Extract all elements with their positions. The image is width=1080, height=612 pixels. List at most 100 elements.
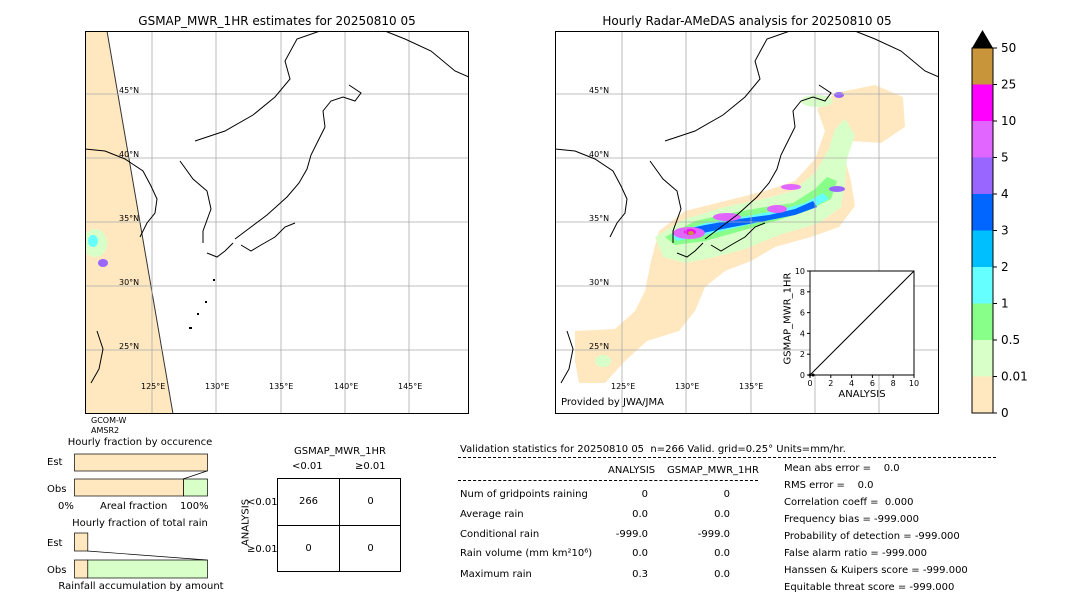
total-rain-est-label: Est bbox=[47, 538, 63, 549]
scatter-x-tick-label: 2 bbox=[828, 379, 833, 388]
occurrence-tick-left: 0% bbox=[58, 501, 74, 512]
colorbar-extend-arrow bbox=[972, 30, 993, 48]
left-map-title: GSMAP_MWR_1HR estimates for 20250810 05 bbox=[138, 14, 416, 28]
scatter-point bbox=[811, 373, 815, 377]
validation-col-gsmap: GSMAP_MWR_1HR bbox=[667, 465, 759, 476]
colorbar-tick-label: 0.01 bbox=[1001, 370, 1028, 384]
validation-row-analysis: 0.0 bbox=[632, 548, 648, 559]
scatter-x-tick-label: 10 bbox=[909, 379, 919, 388]
satellite-label: GCOM-W bbox=[91, 416, 127, 425]
right-lat-45: 45°N bbox=[589, 86, 610, 95]
colorbar-tick-label: 4 bbox=[1001, 187, 1009, 201]
validation-col-divider bbox=[458, 480, 758, 481]
contingency-cell: 0 bbox=[305, 543, 312, 554]
scatter-y-tick-label: 8 bbox=[800, 288, 805, 297]
colorbar-segment bbox=[972, 121, 993, 158]
left-lon-145: 145°E bbox=[398, 382, 423, 391]
rain-patch bbox=[98, 259, 108, 267]
colorbar: 50 25 10 5 4 3 2 1 0.5 0.01 0 bbox=[971, 30, 1028, 418]
rain-core bbox=[767, 205, 787, 213]
validation-row-label: Conditional rain bbox=[460, 529, 540, 540]
scatter-y-tick-label: 6 bbox=[800, 309, 805, 318]
occurrence-obs-rain-bar bbox=[183, 478, 208, 497]
colorbar-tick-label: 3 bbox=[1001, 224, 1009, 238]
left-lon-125: 125°E bbox=[141, 382, 166, 391]
swath-coverage bbox=[85, 31, 173, 414]
total-rain-connector bbox=[87, 550, 208, 561]
scatter-ylabel: GSMAP_MWR_1HR bbox=[782, 272, 794, 365]
scatter-y-tick-label: 0 bbox=[800, 371, 805, 380]
rain-core bbox=[781, 184, 801, 190]
rain-core bbox=[829, 186, 845, 192]
total-rain-obs-rest-bar bbox=[87, 559, 208, 579]
sensor-label: AMSR2 bbox=[91, 426, 120, 435]
right-lat-30: 30°N bbox=[589, 278, 610, 287]
scatter-x-tick-label: 6 bbox=[870, 379, 875, 388]
score-freq-bias: Frequency bias = -999.000 bbox=[784, 514, 919, 525]
left-lat-45: 45°N bbox=[119, 86, 140, 95]
left-lon-135: 135°E bbox=[269, 382, 294, 391]
occurrence-tick-right: 100% bbox=[180, 501, 209, 512]
score-ets: Equitable threat score = -999.000 bbox=[784, 582, 955, 593]
right-lat-35: 35°N bbox=[589, 214, 610, 223]
contingency-title: GSMAP_MWR_1HR bbox=[294, 446, 386, 457]
validation-row-label: Rain volume (mm km²10⁶) bbox=[460, 548, 593, 559]
scatter-x-tick-label: 4 bbox=[849, 379, 854, 388]
scatter-y-tick-label: 4 bbox=[800, 329, 805, 338]
total-rain-chart bbox=[74, 532, 208, 579]
contingency-col-1: <0.01 bbox=[292, 461, 323, 472]
colorbar-tick-label: 25 bbox=[1001, 78, 1016, 92]
rain-patch bbox=[595, 355, 611, 367]
occurrence-est-bar bbox=[74, 453, 208, 472]
score-hk: Hanssen & Kuipers score = -999.000 bbox=[784, 565, 968, 576]
colorbar-tick-label: 10 bbox=[1001, 114, 1016, 128]
validation-row-gsmap: 0.0 bbox=[714, 509, 730, 520]
colorbar-segment bbox=[972, 230, 993, 267]
colorbar-tick-label: 5 bbox=[1001, 151, 1009, 165]
contingency-cell: 0 bbox=[367, 543, 374, 554]
colorbar-segment bbox=[972, 340, 993, 377]
occurrence-xlabel: Areal fraction bbox=[100, 501, 168, 512]
rain-patch bbox=[834, 92, 844, 98]
rain-patch bbox=[88, 235, 98, 247]
rain-core bbox=[713, 213, 741, 221]
scatter-x-tick-label: 0 bbox=[807, 379, 812, 388]
contingency-grid: 266 0 0 0 bbox=[277, 478, 401, 572]
right-lat-40: 40°N bbox=[589, 150, 610, 159]
colorbar-tick-label: 0.5 bbox=[1001, 333, 1020, 347]
left-lon-140: 140°E bbox=[334, 382, 359, 391]
colorbar-segment bbox=[972, 376, 993, 413]
score-rmse: RMS error = 0.0 bbox=[784, 480, 874, 491]
score-corr: Correlation coeff = 0.000 bbox=[784, 497, 914, 508]
validation-row-gsmap: -999.0 bbox=[697, 529, 730, 540]
validation-divider bbox=[458, 457, 996, 458]
total-rain-title: Hourly fraction of total rain bbox=[72, 518, 208, 529]
total-rain-obs-bar bbox=[74, 559, 89, 579]
validation-row-gsmap: 0.0 bbox=[714, 569, 730, 580]
left-lat-40: 40°N bbox=[119, 150, 140, 159]
left-lon-130: 130°E bbox=[205, 382, 230, 391]
occurrence-connector bbox=[182, 470, 208, 480]
colorbar-segment bbox=[972, 303, 993, 340]
scatter-y-tick-label: 2 bbox=[800, 350, 805, 359]
validation-row-label: Maximum rain bbox=[460, 569, 532, 580]
rain-band-blue bbox=[677, 201, 817, 233]
scatter-xlabel: ANALYSIS bbox=[838, 389, 886, 400]
rain-core bbox=[688, 231, 694, 235]
data-credit: Provided by JWA/JMA bbox=[561, 397, 664, 408]
validation-row-label: Average rain bbox=[460, 509, 524, 520]
validation-col-analysis: ANALYSIS bbox=[608, 465, 656, 476]
scatter-point bbox=[808, 373, 812, 377]
scatter-y-tick-label: 10 bbox=[795, 267, 805, 276]
contingency-row-1: <0.01 bbox=[247, 497, 278, 508]
total-rain-xlabel: Rainfall accumulation by amount bbox=[58, 581, 224, 592]
occurrence-title: Hourly fraction by occurence bbox=[67, 437, 213, 448]
score-far: False alarm ratio = -999.000 bbox=[784, 548, 927, 559]
occurrence-est-label: Est bbox=[47, 457, 63, 468]
validation-row-label: Num of gridpoints raining bbox=[460, 489, 588, 500]
right-lat-25: 25°N bbox=[589, 342, 610, 351]
occurrence-chart bbox=[74, 453, 208, 497]
contingency-cell: 266 bbox=[298, 496, 319, 507]
validation-row-analysis: 0.0 bbox=[632, 509, 648, 520]
occurrence-obs-bar bbox=[74, 478, 184, 497]
